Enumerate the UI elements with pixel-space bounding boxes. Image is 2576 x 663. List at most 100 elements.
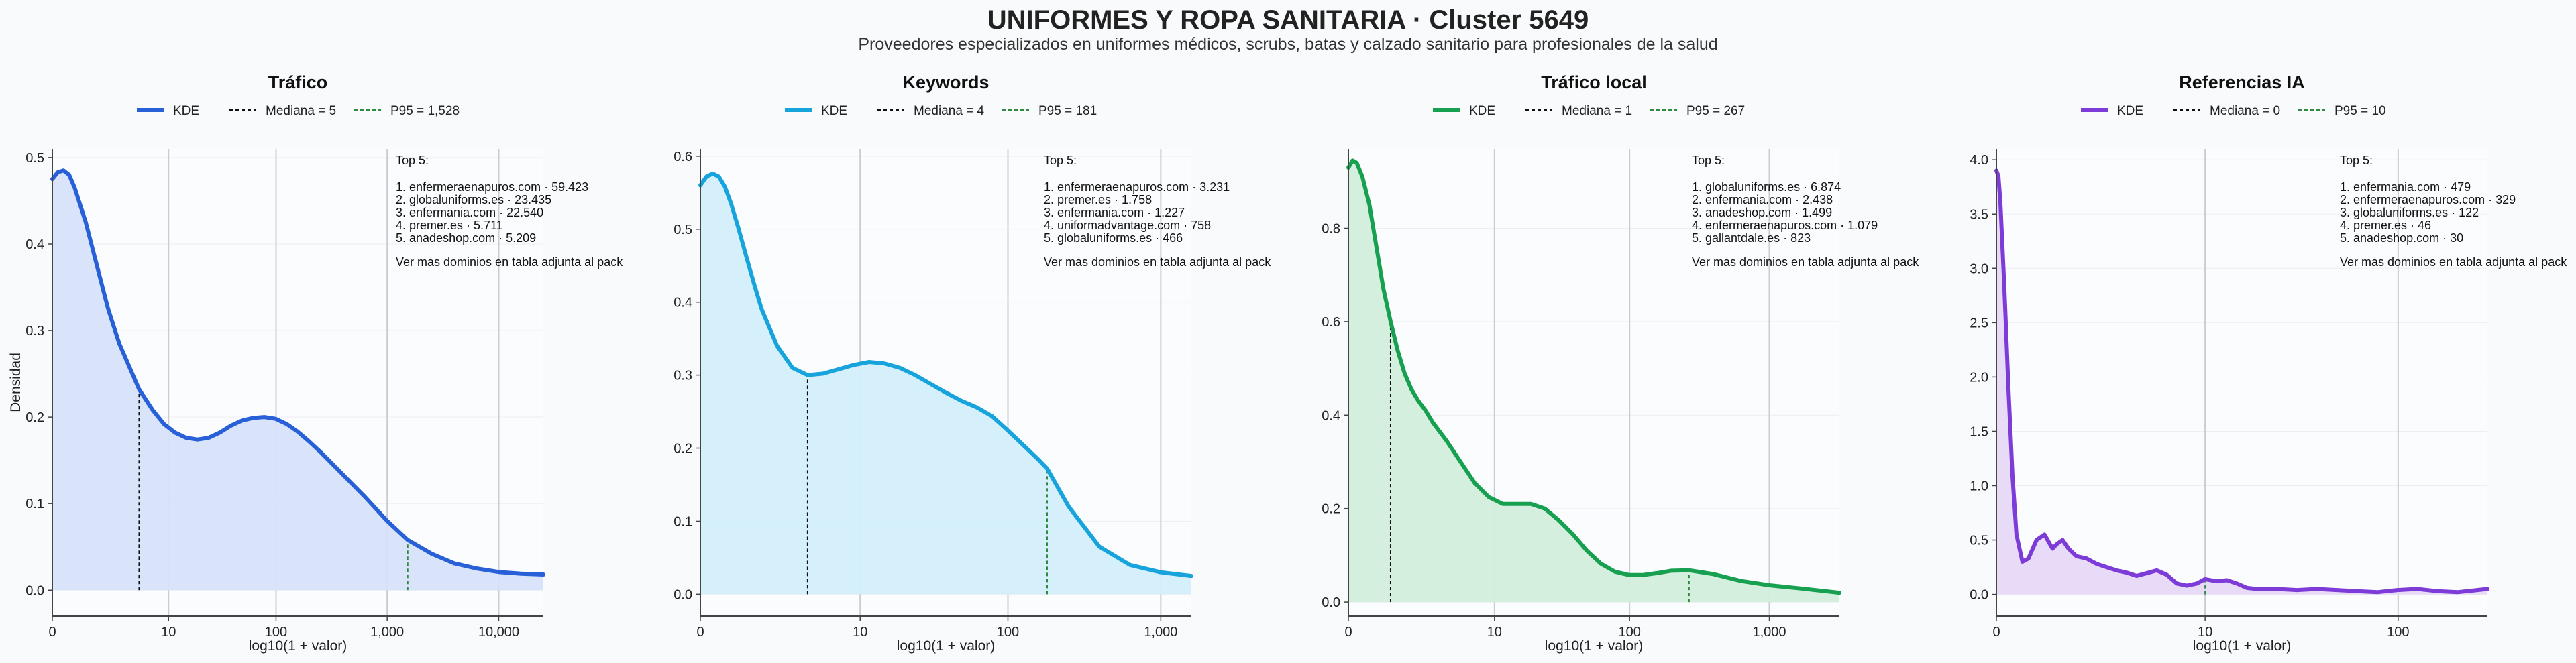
y-tick-label: 0.6 <box>1322 315 1340 330</box>
figure-subtitle: Proveedores especializados en uniformes … <box>858 35 1718 54</box>
panel-1: Tráfico KDE Mediana = 5 P95 = 1,528 0.0 0.1 0.… <box>8 72 623 654</box>
legend-median-label: Mediana = 5 <box>266 104 336 118</box>
y-tick-label: 0.2 <box>25 410 44 425</box>
top5-item: 4. premer.es · 5.711 <box>396 219 503 232</box>
top5-item: 1. enfermeraenapuros.com · 59.423 <box>396 180 588 194</box>
kde-curve <box>1346 158 1841 595</box>
y-tick-label: 0.3 <box>25 324 44 339</box>
legend: KDE Mediana = 4 P95 = 181 <box>785 104 1097 118</box>
y-tick-label: 0.4 <box>674 296 692 310</box>
panel-2: Keywords KDE Mediana = 4 P95 = 181 0.0 0.1 0.2… <box>674 72 1271 654</box>
legend-p95-label: P95 = 1,528 <box>390 104 460 118</box>
y-tick-label: 0.6 <box>674 149 692 164</box>
legend-median-label: Mediana = 1 <box>1562 104 1632 118</box>
x-tick-label: 1,000 <box>1144 625 1177 640</box>
kde-curve <box>1994 168 2489 595</box>
top5-item: 1. enfermania.com · 479 <box>2340 180 2471 194</box>
top5-item: 4. enfermeraenapuros.com · 1.079 <box>1692 219 1878 232</box>
legend-kde-label: KDE <box>173 104 199 118</box>
top5-item: 2. enfermania.com · 2.438 <box>1692 193 1833 206</box>
x-tick-label: 10 <box>1487 625 1502 640</box>
kde-area <box>1348 160 1839 603</box>
kde-area <box>1996 170 2487 595</box>
y-tick-label: 0.2 <box>1322 502 1340 517</box>
panel-3: Tráfico local KDE Mediana = 1 P95 = 267 0.0 0… <box>1322 72 1919 654</box>
top5-item: 4. uniformadvantage.com · 758 <box>1044 219 1211 232</box>
legend-p95-label: P95 = 181 <box>1038 104 1097 118</box>
top5-item: 2. globaluniforms.es · 23.435 <box>396 193 551 206</box>
x-tick-label: 100 <box>997 625 1019 640</box>
kde-area <box>52 170 543 591</box>
top5-item: 3. enfermania.com · 1.227 <box>1044 206 1185 219</box>
top5-item: 4. premer.es · 46 <box>2340 219 2431 232</box>
x-axis-label: log10(1 + valor) <box>2193 638 2292 654</box>
top5-title: Top 5: <box>2340 154 2373 167</box>
y-tick-label: 0.5 <box>25 151 44 166</box>
legend-kde-label: KDE <box>1469 104 1495 118</box>
y-tick-label: 2.0 <box>1970 370 1988 385</box>
x-axis-label: log10(1 + valor) <box>1545 638 1644 654</box>
top5-item: 1. enfermeraenapuros.com · 3.231 <box>1044 180 1230 194</box>
top5-title: Top 5: <box>396 154 429 167</box>
y-tick-label: 0.3 <box>674 369 692 383</box>
y-tick-label: 1.0 <box>1970 479 1988 493</box>
x-tick-label: 0 <box>696 625 704 640</box>
x-tick-label: 100 <box>2387 625 2409 640</box>
legend: KDE Mediana = 0 P95 = 10 <box>2081 104 2386 118</box>
panel-4: Referencias IA KDE Mediana = 0 P95 = 10 0.0 0… <box>1970 72 2567 654</box>
y-tick-label: 0.0 <box>674 587 692 602</box>
top5-note: Ver mas dominios en tabla adjunta al pac… <box>396 255 623 269</box>
y-tick-label: 3.5 <box>1970 207 1988 222</box>
top5-item: 5. anadeshop.com · 5.209 <box>396 231 536 245</box>
kde-curve <box>50 168 545 577</box>
panel-title: Referencias IA <box>2179 72 2305 93</box>
y-tick-label: 4.0 <box>1970 153 1988 168</box>
y-tick-label: 0.2 <box>674 442 692 457</box>
x-axis-label: log10(1 + valor) <box>897 638 996 654</box>
kde-area <box>700 174 1191 595</box>
figure-title: UNIFORMES Y ROPA SANITARIA · Cluster 564… <box>987 5 1589 35</box>
top5-annotation: Top 5: 1. enfermeraenapuros.com · 3.2312.… <box>1044 154 1271 269</box>
top5-note: Ver mas dominios en tabla adjunta al pac… <box>2340 255 2567 269</box>
top5-annotation: Top 5: 1. enfermeraenapuros.com · 59.4232… <box>396 154 623 269</box>
legend-kde-label: KDE <box>821 104 847 118</box>
legend-median-label: Mediana = 0 <box>2210 104 2280 118</box>
x-tick-label: 0 <box>1344 625 1352 640</box>
top5-item: 2. premer.es · 1.758 <box>1044 193 1152 206</box>
x-axis-label: log10(1 + valor) <box>249 638 347 654</box>
legend: KDE Mediana = 1 P95 = 267 <box>1433 104 1745 118</box>
x-tick-label: 100 <box>1619 625 1641 640</box>
top5-item: 3. globaluniforms.es · 122 <box>2340 206 2479 219</box>
top5-item: 3. enfermania.com · 22.540 <box>396 206 543 219</box>
x-tick-label: 10,000 <box>478 625 519 640</box>
y-tick-label: 0.0 <box>25 583 44 598</box>
top5-item: 2. enfermeraenapuros.com · 329 <box>2340 193 2516 206</box>
y-tick-label: 1.5 <box>1970 424 1988 439</box>
top5-item: 5. globaluniforms.es · 466 <box>1044 231 1183 245</box>
x-tick-label: 10 <box>853 625 867 640</box>
x-tick-label: 10 <box>161 625 176 640</box>
x-tick-label: 1,000 <box>1752 625 1786 640</box>
y-tick-label: 0.4 <box>25 237 44 252</box>
legend-p95-label: P95 = 267 <box>1686 104 1745 118</box>
y-axis-label: Densidad <box>8 353 23 412</box>
top5-title: Top 5: <box>1044 154 1077 167</box>
y-tick-label: 0.5 <box>1970 534 1988 548</box>
kde-curve <box>698 172 1193 579</box>
plot-area <box>1996 149 2487 616</box>
y-tick-label: 0.0 <box>1970 588 1988 603</box>
top5-item: 1. globaluniforms.es · 6.874 <box>1692 180 1841 194</box>
legend-p95-label: P95 = 10 <box>2334 104 2386 118</box>
panel-title: Tráfico local <box>1541 72 1647 93</box>
y-tick-label: 0.1 <box>25 497 44 511</box>
x-tick-label: 100 <box>265 625 287 640</box>
top5-note: Ver mas dominios en tabla adjunta al pac… <box>1044 255 1271 269</box>
legend-median-label: Mediana = 4 <box>914 104 985 118</box>
top5-item: 5. anadeshop.com · 30 <box>2340 231 2463 245</box>
y-tick-label: 0.4 <box>1322 408 1340 423</box>
panel-title: Tráfico <box>268 72 328 93</box>
